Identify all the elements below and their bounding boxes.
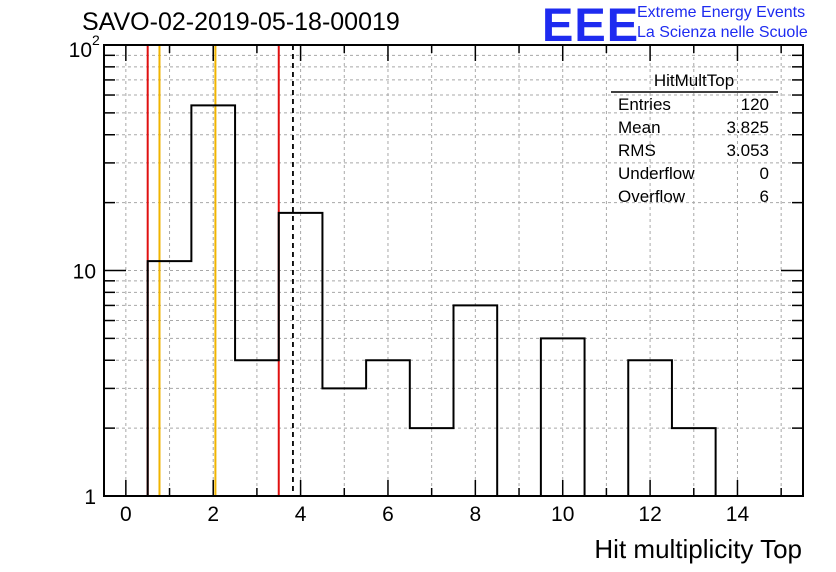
x-axis-label: Hit multiplicity Top	[594, 534, 802, 564]
stats-entries-label: Entries	[618, 95, 671, 114]
x-tick-label: 8	[470, 503, 482, 526]
logo-caption-line-2: La Scienza nelle Scuole	[637, 24, 808, 41]
histogram-bin	[454, 305, 498, 496]
stats-underflow-label: Underflow	[618, 164, 695, 183]
stats-overflow-value: 6	[760, 187, 769, 206]
x-tick-labels: 0 2 4 6 8 10 12 14	[120, 503, 749, 526]
stats-box-title: HitMultTop	[654, 71, 734, 90]
histogram-bin	[541, 338, 585, 496]
histogram-bin	[628, 360, 672, 496]
histogram-bin	[235, 360, 279, 496]
stats-underflow-value: 0	[760, 164, 769, 183]
histogram-bin	[279, 213, 323, 496]
x-tick-label: 12	[638, 503, 661, 526]
histogram-bin	[410, 428, 454, 496]
axis-ticks	[104, 45, 803, 497]
histogram-bin	[322, 388, 366, 496]
y-tick-label-exponent: 2	[92, 32, 100, 48]
stats-entries-value: 120	[741, 95, 769, 114]
logo-caption-line-1: Extreme Energy Events	[637, 4, 806, 21]
y-tick-label: 1	[84, 486, 96, 509]
grid-lines	[104, 45, 803, 496]
stats-overflow-label: Overflow	[618, 187, 686, 206]
histogram-bin	[191, 105, 235, 496]
histogram-bin	[366, 360, 410, 496]
stats-mean-value: 3.825	[726, 118, 769, 137]
histogram-outline	[146, 104, 717, 497]
chart-title: SAVO-02-2019-05-18-00019	[82, 8, 400, 36]
histogram-bins	[146, 104, 717, 497]
y-tick-label: 10	[69, 39, 92, 62]
histogram-bin	[672, 428, 716, 496]
x-tick-label: 14	[726, 503, 750, 526]
x-tick-label: 10	[551, 503, 574, 526]
stats-rms-label: RMS	[618, 141, 656, 160]
eee-logo: EEE	[542, 0, 640, 51]
stats-rms-value: 3.053	[726, 141, 769, 160]
x-tick-label: 6	[382, 503, 394, 526]
x-tick-label: 4	[295, 503, 307, 526]
stats-box: HitMultTop Entries 120 Mean 3.825 RMS 3.…	[611, 71, 778, 206]
y-tick-label: 10	[73, 261, 96, 284]
x-tick-label: 0	[120, 503, 132, 526]
stats-mean-label: Mean	[618, 118, 661, 137]
histogram-bin	[148, 261, 192, 496]
x-tick-label: 2	[207, 503, 219, 526]
